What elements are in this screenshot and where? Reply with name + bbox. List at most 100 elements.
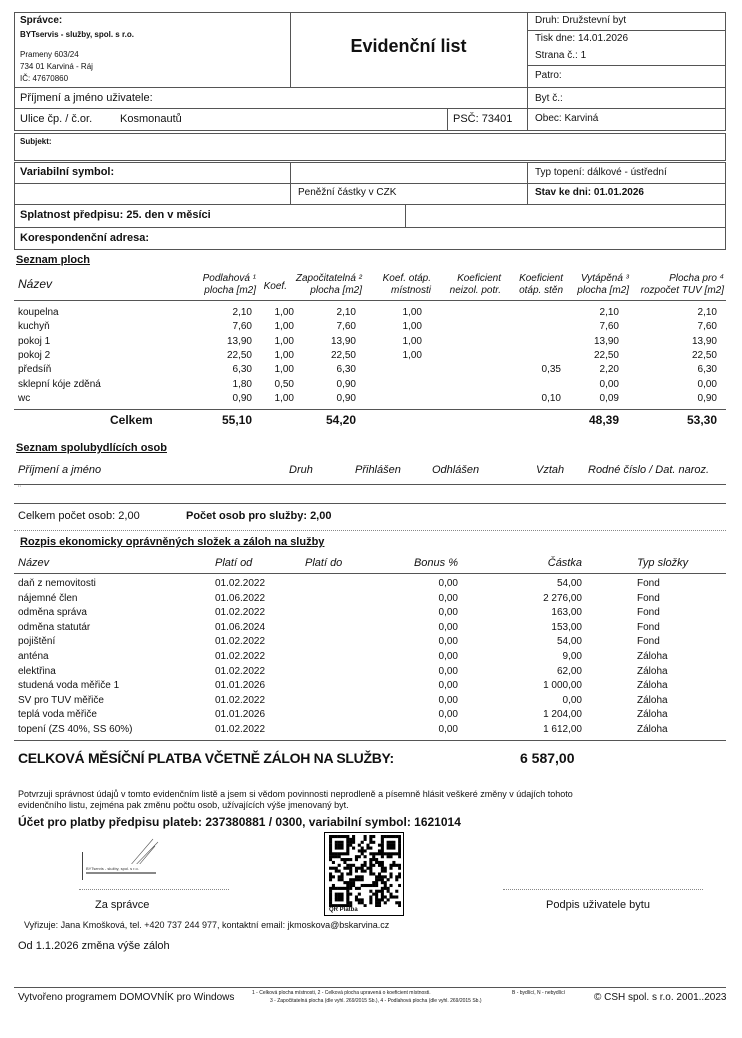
podpis-uzivatele: Podpis uživatele bytu <box>546 899 650 911</box>
rozpis-cell: 0,00 <box>438 665 458 677</box>
rozpis-cell: 0,00 <box>438 724 458 735</box>
plochy-cell: 22,50 <box>593 349 619 361</box>
plochy-cell: 6,30 <box>336 364 356 376</box>
divider <box>14 108 726 109</box>
room-name: wc <box>18 392 31 404</box>
celkova-platba-label: CELKOVÁ MĚSÍČNÍ PLATBA VČETNĚ ZÁLOH NA S… <box>18 750 394 766</box>
plochy-cell: 0,90 <box>697 392 717 404</box>
divider <box>527 30 726 31</box>
plochy-cell: 7,60 <box>697 321 717 333</box>
rozpis-header: Platí do <box>305 557 343 569</box>
divider <box>14 409 726 410</box>
subjekt-label: Subjekt: <box>20 137 52 146</box>
druh: Druh: Družstevní byt <box>535 15 627 26</box>
tisk-dne: Tisk dne: 14.01.2026 <box>535 33 629 44</box>
divider <box>447 108 448 131</box>
divider <box>14 530 726 531</box>
rozpis-cell: 01.06.2024 <box>215 621 266 633</box>
qr-label: QR Platba <box>329 907 358 913</box>
plochy-cell: 7,60 <box>599 321 619 333</box>
plochy-cell: 0,00 <box>599 378 619 390</box>
divider <box>527 12 528 131</box>
osoby-title: Seznam spolubydlících osob <box>16 442 167 454</box>
rozpis-cell: 9,00 <box>562 651 582 662</box>
za-spravce: Za správce <box>95 899 150 911</box>
plochy-cell: 1,00 <box>402 349 422 361</box>
divider <box>14 484 726 485</box>
plochy-header: plocha [m2] <box>204 285 256 296</box>
plochy-cell: 2,10 <box>336 307 356 318</box>
rozpis-cell: 1 612,00 <box>543 724 582 735</box>
slozka-name: anténa <box>18 651 49 662</box>
plochy-cell: 7,60 <box>232 321 252 333</box>
divider <box>14 503 726 504</box>
psc: PSČ: 73401 <box>453 113 513 125</box>
plochy-cell: 6,30 <box>232 364 252 376</box>
plochy-cell: 1,00 <box>274 321 294 333</box>
plochy-cell: 2,20 <box>599 364 619 376</box>
plochy-cell: 2,10 <box>697 307 717 318</box>
rozpis-cell: 01.06.2022 <box>215 592 266 604</box>
divider <box>14 573 726 574</box>
plochy-cell: 1,00 <box>274 392 294 404</box>
rozpis-header: Platí od <box>215 557 253 569</box>
plochy-cell: 0,09 <box>599 392 619 404</box>
plochy-cell: 1,00 <box>274 364 294 376</box>
osoby-header: Odhlášen <box>432 464 480 476</box>
plochy-cell: 1,80 <box>232 378 252 390</box>
rozpis-cell: Fond <box>637 636 660 648</box>
divider <box>14 300 726 301</box>
divider <box>14 204 726 205</box>
plochy-header: plocha [m2] <box>310 285 362 296</box>
room-name: předsíň <box>18 364 52 376</box>
plochy-header: Podlahová ¹ <box>202 273 256 284</box>
seznam-ploch-title: Seznam ploch <box>16 254 90 266</box>
zmena-zaloh: Od 1.1.2026 změna výše záloh <box>18 940 170 952</box>
plochy-cell: 1,00 <box>274 335 294 347</box>
plochy-cell: 1,00 <box>274 307 294 318</box>
plochy-cell: 0,00 <box>697 378 717 390</box>
rozpis-cell: Fond <box>637 592 660 604</box>
plochy-cell: 1,00 <box>402 321 422 333</box>
byt-cislo: Byt č.: <box>535 93 563 104</box>
confirm-text-1: Potvrzuji správnost údajů v tomto eviden… <box>18 789 573 799</box>
rozpis-cell: 0,00 <box>438 578 458 589</box>
plochy-cell: 2,10 <box>232 307 252 318</box>
plochy-cell: 13,90 <box>691 335 717 347</box>
osoby-header: Přihlášen <box>355 464 401 476</box>
plochy-header: Započitatelná ² <box>295 273 362 284</box>
divider <box>290 12 291 87</box>
korespondencni-adresa-label: Korespondenční adresa: <box>20 232 149 244</box>
rozpis-cell: Záloha <box>637 724 668 735</box>
rozpis-cell: 0,00 <box>438 592 458 604</box>
rozpis-cell: 54,00 <box>556 636 582 648</box>
signature-icon <box>131 838 159 864</box>
plochy-cell: 22,50 <box>691 349 717 361</box>
stav-ke-dni: Stav ke dni: 01.01.2026 <box>535 187 644 198</box>
plochy-cell: 6,30 <box>697 364 717 376</box>
qr-code-icon <box>329 835 401 907</box>
plochy-cell: 1,00 <box>402 307 422 318</box>
osoby-header: Druh <box>289 464 313 476</box>
rozpis-cell: 62,00 <box>556 665 582 677</box>
rozpis-cell: 01.02.2022 <box>215 694 266 706</box>
typ-topeni: Typ topení: dálkové - ústřední <box>535 167 667 178</box>
divider <box>14 740 726 741</box>
ulice-label: Ulice čp. / č.or. <box>20 113 93 125</box>
slozka-name: nájemné člen <box>18 592 78 604</box>
mena: Peněžní částky v CZK <box>298 187 397 198</box>
osoby-pro-sluzby: Počet osob pro služby: 2,00 <box>186 510 332 522</box>
plochy-cell: 0,90 <box>232 392 252 404</box>
signature-line <box>503 889 703 890</box>
plochy-header: Vytápěná ³ <box>580 273 629 284</box>
spravce-ic: IČ: 47670860 <box>20 74 69 83</box>
slozka-name: odměna statutár <box>18 621 91 633</box>
plochy-cell: 1,00 <box>274 349 294 361</box>
divider <box>14 227 726 228</box>
plochy-header: rozpočet TUV [m2] <box>640 285 724 296</box>
plochy-cell: 0,90 <box>336 378 356 390</box>
strana: Strana č.: 1 <box>535 50 587 61</box>
copyright: © CSH spol. s r.o. 2001..2023 <box>594 992 727 1003</box>
plochy-header: neizol. potr. <box>449 285 501 296</box>
rozpis-cell: 01.02.2022 <box>215 724 266 735</box>
